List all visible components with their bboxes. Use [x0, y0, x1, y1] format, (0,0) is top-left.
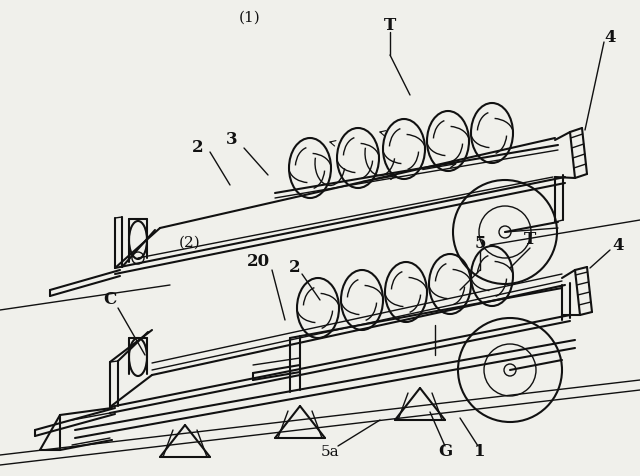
- Text: 4: 4: [604, 30, 616, 47]
- Text: 5a: 5a: [321, 445, 339, 459]
- Text: 5: 5: [474, 235, 486, 251]
- Text: T: T: [384, 17, 396, 33]
- Text: (1): (1): [239, 11, 261, 25]
- Text: T: T: [524, 231, 536, 248]
- Text: 1: 1: [474, 444, 486, 460]
- Text: 3: 3: [226, 131, 238, 149]
- Text: 20: 20: [246, 254, 269, 270]
- Text: 2: 2: [289, 259, 301, 277]
- Text: 2: 2: [192, 139, 204, 157]
- Text: 4: 4: [612, 237, 624, 254]
- Text: (2): (2): [179, 236, 201, 250]
- Text: G: G: [438, 444, 452, 460]
- Text: C: C: [104, 291, 116, 308]
